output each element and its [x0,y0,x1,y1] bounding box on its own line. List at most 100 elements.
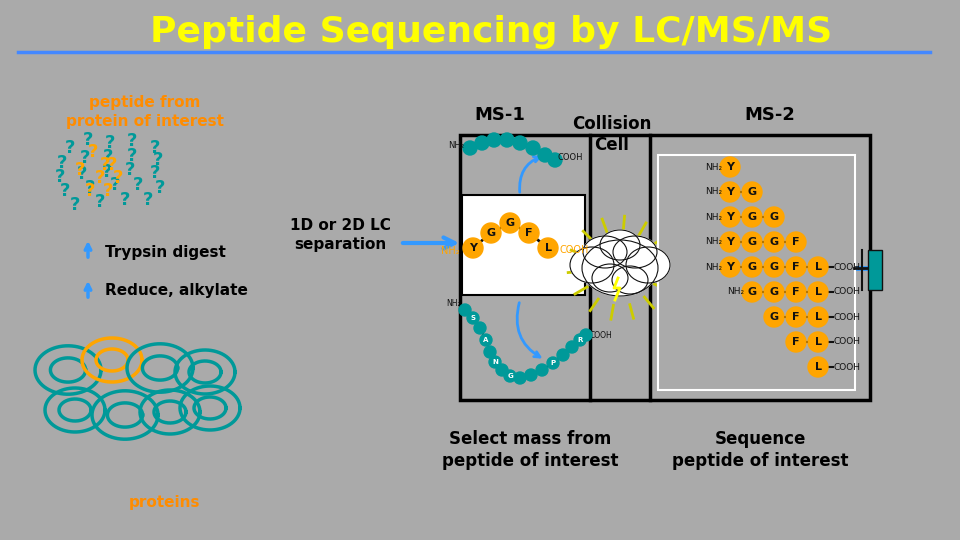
Text: L: L [544,243,551,253]
Text: Y: Y [726,237,734,247]
Text: G: G [769,287,779,297]
Circle shape [574,334,586,346]
Text: ?: ? [125,161,135,179]
Text: ?: ? [60,182,70,200]
Text: R: R [577,337,583,343]
Circle shape [720,207,740,227]
Circle shape [580,329,592,341]
Circle shape [504,370,516,382]
Text: L: L [814,362,822,372]
Text: G: G [507,373,513,379]
Text: S: S [470,315,475,321]
Text: Trypsin digest: Trypsin digest [105,245,226,260]
Text: F: F [792,287,800,297]
Circle shape [808,257,828,277]
Ellipse shape [626,247,670,283]
Text: ?: ? [153,151,163,169]
Bar [460,135,870,400]
Text: 1D or 2D LC
separation: 1D or 2D LC separation [290,218,391,252]
Circle shape [742,282,762,302]
Text: G: G [748,262,756,272]
Ellipse shape [600,230,640,260]
Circle shape [463,238,483,258]
Text: P: P [550,360,556,366]
Text: ?: ? [84,182,95,200]
Circle shape [500,213,520,233]
Circle shape [742,232,762,252]
Text: G: G [748,237,756,247]
Ellipse shape [592,264,628,292]
Circle shape [786,232,806,252]
Text: Peptide Sequencing by LC/MS/MS: Peptide Sequencing by LC/MS/MS [150,15,832,49]
Text: ?: ? [103,182,113,200]
Text: COOH: COOH [834,362,861,372]
Circle shape [496,364,508,376]
Text: MS-2: MS-2 [745,106,796,124]
Text: ?: ? [127,132,137,150]
Text: ?: ? [87,143,98,161]
Circle shape [786,282,806,302]
Text: NH₂: NH₂ [705,163,722,172]
Text: G: G [748,187,756,197]
Circle shape [538,238,558,258]
Circle shape [525,369,537,381]
Text: F: F [792,262,800,272]
Text: Select mass from
peptide of interest: Select mass from peptide of interest [442,430,618,470]
Circle shape [480,334,492,346]
Circle shape [786,307,806,327]
Text: F: F [792,312,800,322]
Circle shape [742,182,762,202]
Text: ?: ? [107,156,117,174]
Text: NH₂: NH₂ [705,187,722,197]
Text: G: G [769,237,779,247]
Bar [868,250,882,290]
Text: NH₂: NH₂ [446,300,461,308]
Circle shape [808,357,828,377]
Text: ?: ? [57,154,67,172]
Text: ?: ? [65,139,75,157]
Ellipse shape [583,236,627,268]
Circle shape [808,332,828,352]
Text: Collision
Cell: Collision Cell [572,115,652,154]
Circle shape [474,322,486,334]
Circle shape [514,372,526,384]
Text: Y: Y [726,212,734,222]
Text: COOH: COOH [834,287,861,296]
Text: ?: ? [70,196,81,214]
Text: ?: ? [132,176,143,194]
Circle shape [459,304,471,316]
Text: NH₂: NH₂ [448,140,464,150]
Text: ?: ? [55,168,65,186]
Text: ?: ? [84,179,95,197]
Text: Y: Y [726,187,734,197]
Text: Y: Y [726,262,734,272]
Text: COOH: COOH [558,153,584,163]
Text: N: N [492,359,498,365]
Circle shape [481,223,501,243]
Text: ?: ? [80,149,90,167]
Text: G: G [769,212,779,222]
Text: ?: ? [105,134,115,152]
Circle shape [484,346,496,358]
Text: F: F [792,337,800,347]
Circle shape [538,148,552,162]
Text: ?: ? [150,139,160,157]
Circle shape [487,133,501,147]
Circle shape [547,357,559,369]
Text: L: L [814,262,822,272]
Circle shape [764,232,784,252]
Text: G: G [505,218,515,228]
Text: A: A [483,337,489,343]
Text: Sequence
peptide of interest: Sequence peptide of interest [672,430,849,470]
Circle shape [557,349,569,361]
Text: F: F [792,237,800,247]
Text: ?: ? [95,193,106,211]
Text: ?: ? [109,176,120,194]
Text: G: G [748,287,756,297]
Circle shape [742,207,762,227]
Text: L: L [814,337,822,347]
Ellipse shape [613,236,657,268]
Text: ?: ? [150,164,160,182]
Circle shape [786,257,806,277]
Text: ?: ? [75,161,85,179]
